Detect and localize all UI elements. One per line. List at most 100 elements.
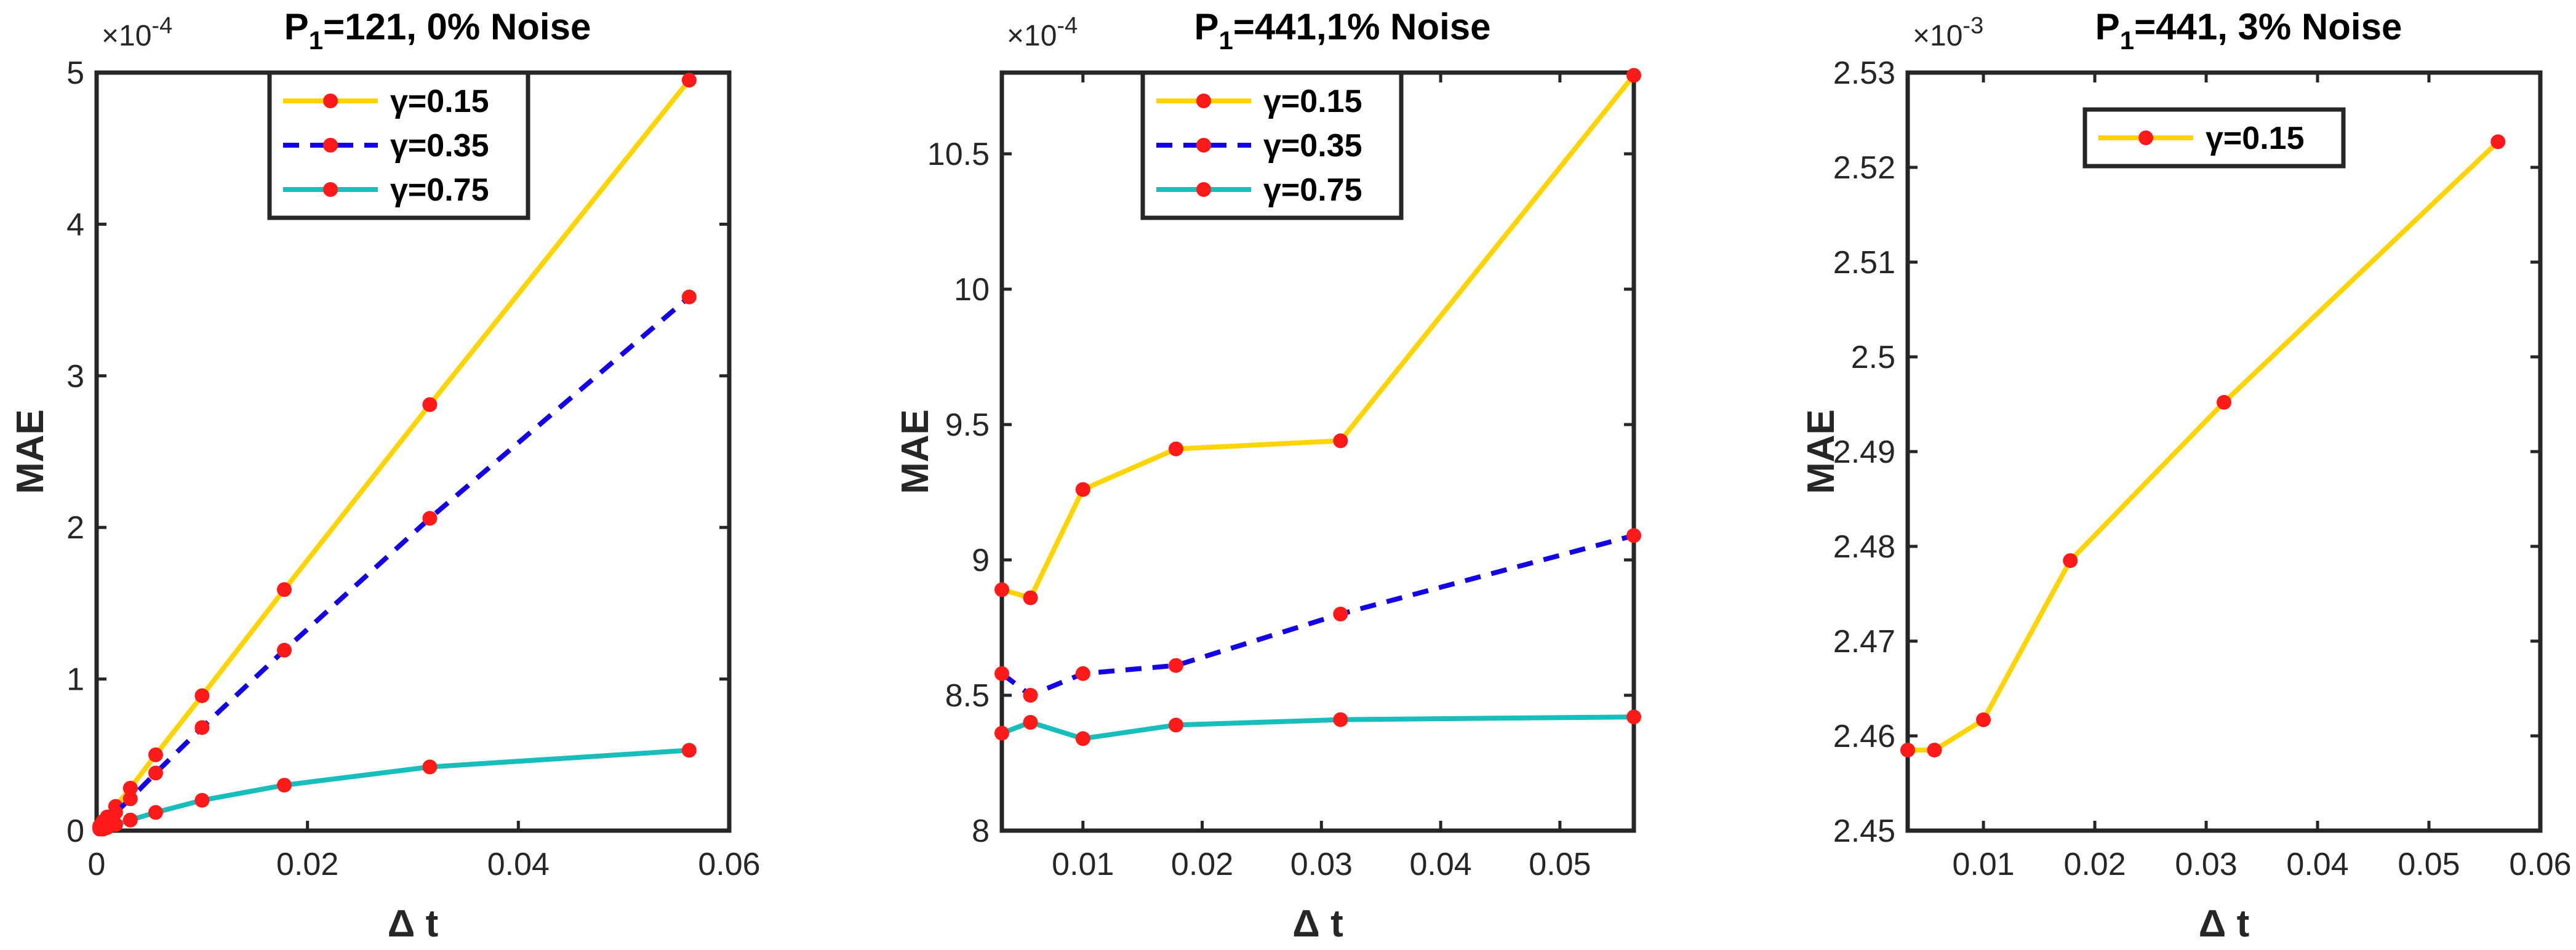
y-tick-label: 3 <box>66 359 84 394</box>
chart-3: 0.01 0.02 0.03 0.04 0.05 0.06 2.45 2.46 2.47 2.48… <box>1800 6 2572 945</box>
x-tick-label: 0.05 <box>1529 847 1591 882</box>
y-tick-label: 2.51 <box>1833 245 1895 281</box>
x-tick-label: 0.05 <box>2398 847 2460 882</box>
y-tick-label: 10.5 <box>927 137 990 172</box>
x-tick-label: 0.04 <box>2286 847 2348 882</box>
data-point <box>108 817 123 832</box>
y-tick-label: 2.48 <box>1833 529 1895 565</box>
data-point <box>1900 743 1915 758</box>
data-point <box>2063 553 2078 569</box>
data-point <box>194 688 210 703</box>
y-tick-label: 10 <box>954 272 990 308</box>
data-point <box>108 805 123 820</box>
data-point <box>276 582 292 597</box>
plot-area <box>1905 70 2543 833</box>
data-point <box>194 720 210 735</box>
legend: γ=0.15 γ=0.35 γ=0.75 <box>1140 70 1404 220</box>
chart-2: 0.01 0.02 0.03 0.04 0.05 8 8.5 9 9.5 10 10.5 ×10-4 P… <box>894 6 1641 945</box>
y-tick-label: 1 <box>66 662 84 698</box>
data-point <box>1927 743 1942 758</box>
y-tick-label: 2.49 <box>1833 434 1895 470</box>
y-tick-label: 2.52 <box>1833 150 1895 186</box>
data-point <box>994 666 1009 681</box>
x-axis-label: Δ t <box>2199 903 2249 945</box>
data-point <box>1626 709 1641 725</box>
y-tick-label: 2.5 <box>1851 340 1895 375</box>
legend: γ=0.15 γ=0.35 γ=0.75 <box>267 70 530 220</box>
data-point <box>122 781 138 796</box>
chart-title: P1=121, 0% Noise <box>284 6 591 55</box>
data-point <box>194 792 210 808</box>
data-point <box>422 759 438 775</box>
y-axis-label: MAE <box>894 409 937 494</box>
x-tick-label: 0.01 <box>1952 847 2014 882</box>
y-tick-label: 9 <box>972 543 990 578</box>
legend-marker <box>323 182 338 197</box>
data-point <box>1023 688 1038 703</box>
x-tick-label: 0.06 <box>2509 847 2571 882</box>
legend-entry: γ=0.15 <box>2206 121 2305 156</box>
y-tick-label: 2.46 <box>1833 719 1895 754</box>
data-point <box>122 791 138 807</box>
x-axis-label: Δ t <box>388 903 438 945</box>
y-tick-label: 2.53 <box>1833 55 1895 91</box>
chart-title: P1=441,1% Noise <box>1194 6 1491 55</box>
legend-marker <box>1196 94 1211 108</box>
x-tick-label: 0 <box>88 847 106 882</box>
legend-entry: γ=0.35 <box>1263 128 1362 164</box>
data-point <box>148 805 163 820</box>
data-point <box>422 511 438 526</box>
x-axis-label: Δ t <box>1292 903 1343 945</box>
data-point <box>681 289 697 305</box>
legend-marker <box>323 138 338 153</box>
data-point <box>122 812 138 828</box>
data-point <box>2490 134 2506 150</box>
x-tick-label: 0.03 <box>2175 847 2237 882</box>
data-point <box>1075 666 1090 681</box>
data-point <box>1023 715 1038 730</box>
data-point <box>1075 482 1090 497</box>
data-point <box>1333 712 1348 727</box>
data-point <box>1333 607 1348 621</box>
chart-1: 0 0.02 0.04 0.06 0 1 2 3 4 5 ×10-4 P1=121, 0% Noise… <box>9 6 761 945</box>
data-point <box>2217 394 2231 410</box>
x-tick-label: 0.02 <box>2063 847 2126 882</box>
y-tick-label: 0 <box>66 813 84 849</box>
legend-marker <box>2138 130 2153 145</box>
data-point <box>1333 433 1348 449</box>
data-point <box>1023 590 1038 605</box>
y-tick-label: 8 <box>972 813 990 849</box>
x-tick-label: 0.04 <box>1409 847 1471 882</box>
x-tick-label: 0.02 <box>1171 847 1233 882</box>
legend-marker <box>323 94 338 108</box>
y-tick-label: 5 <box>66 55 84 91</box>
data-point <box>1075 731 1090 746</box>
y-exponent-label: ×10-4 <box>102 13 172 52</box>
data-point <box>681 743 697 758</box>
y-axis-label: MAE <box>9 409 52 494</box>
legend: γ=0.15 <box>2082 107 2346 169</box>
legend-entry: γ=0.15 <box>390 84 489 119</box>
y-tick-label: 2 <box>66 510 84 546</box>
data-point <box>681 73 697 88</box>
legend-marker <box>1196 138 1211 153</box>
y-exponent-label: ×10-3 <box>1913 13 1983 52</box>
data-point <box>148 765 163 781</box>
data-point <box>994 582 1009 597</box>
chart-title: P1=441, 3% Noise <box>2095 6 2402 55</box>
y-tick-label: 8.5 <box>945 678 990 714</box>
y-tick-label: 2.47 <box>1833 624 1895 660</box>
x-tick-label: 0.06 <box>698 847 760 882</box>
data-point <box>1168 658 1183 673</box>
data-point <box>1626 68 1641 83</box>
data-point <box>148 747 163 762</box>
legend-entry: γ=0.75 <box>390 172 489 208</box>
data-point <box>1626 528 1641 543</box>
data-point <box>1168 441 1183 457</box>
x-tick-label: 0.04 <box>487 847 550 882</box>
y-tick-label: 9.5 <box>945 407 990 443</box>
x-tick-label: 0.03 <box>1290 847 1353 882</box>
data-point <box>276 642 292 658</box>
x-tick-label: 0.02 <box>276 847 338 882</box>
